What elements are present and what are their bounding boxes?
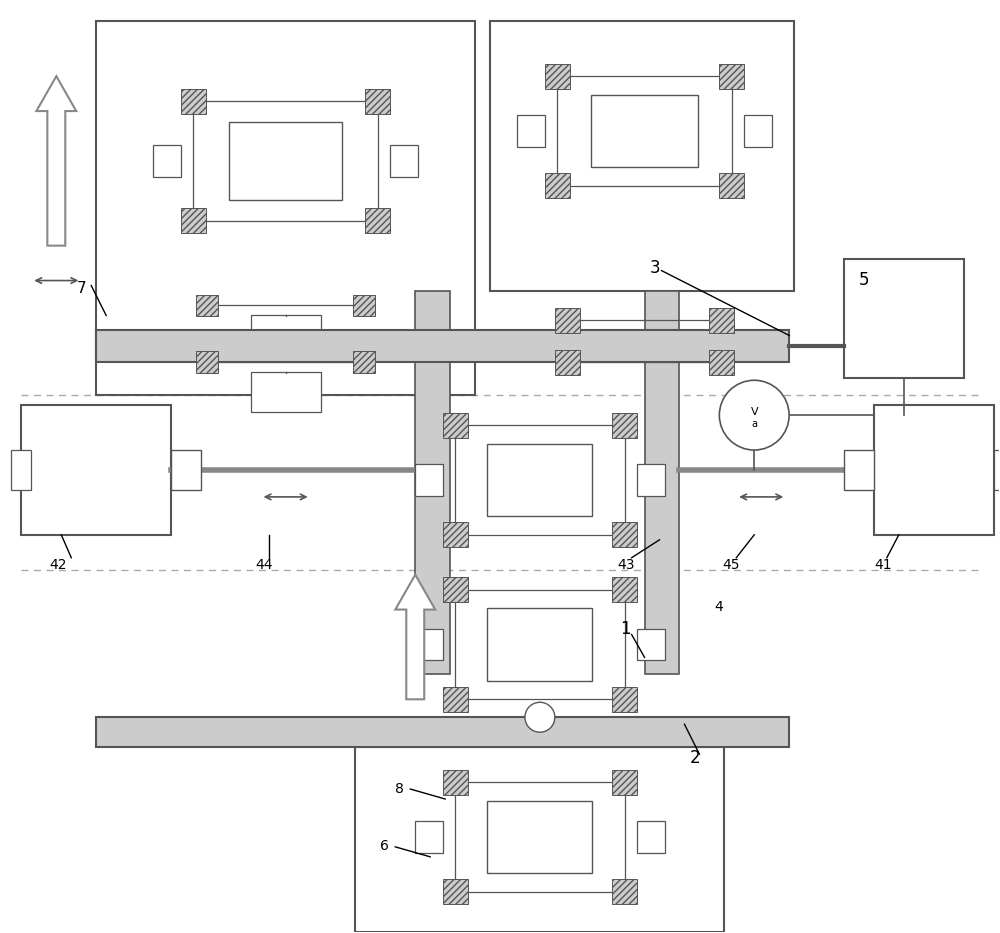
- Bar: [181, 208, 206, 233]
- Text: 4: 4: [714, 600, 723, 614]
- Bar: [555, 308, 580, 333]
- Text: V: V: [750, 407, 758, 417]
- Text: 2: 2: [689, 749, 700, 767]
- Bar: [229, 122, 342, 200]
- Bar: [517, 115, 545, 147]
- Text: 45: 45: [722, 558, 740, 572]
- Text: 7: 7: [76, 281, 86, 296]
- Bar: [365, 208, 390, 233]
- Bar: [171, 450, 201, 490]
- Bar: [390, 145, 418, 177]
- Bar: [251, 372, 321, 412]
- Bar: [443, 578, 468, 602]
- Bar: [719, 63, 744, 89]
- Bar: [21, 405, 171, 535]
- Bar: [415, 464, 443, 496]
- Bar: [612, 522, 637, 548]
- Bar: [353, 295, 375, 316]
- Bar: [487, 608, 592, 681]
- Bar: [181, 89, 206, 114]
- Bar: [196, 352, 218, 373]
- Circle shape: [719, 381, 789, 450]
- Bar: [96, 21, 475, 396]
- Text: 3: 3: [650, 258, 660, 276]
- Text: 44: 44: [256, 558, 273, 572]
- Text: 41: 41: [874, 558, 892, 572]
- Bar: [487, 801, 592, 873]
- Bar: [545, 174, 570, 199]
- Bar: [443, 770, 468, 795]
- Bar: [709, 350, 734, 375]
- Text: a: a: [751, 419, 757, 429]
- Bar: [545, 63, 570, 89]
- Bar: [443, 412, 468, 438]
- Bar: [415, 290, 450, 675]
- Text: 1: 1: [620, 620, 630, 637]
- Text: 43: 43: [618, 558, 635, 572]
- Bar: [612, 770, 637, 795]
- Bar: [744, 115, 772, 147]
- Bar: [415, 821, 443, 853]
- Polygon shape: [36, 77, 76, 245]
- Bar: [719, 174, 744, 199]
- Bar: [415, 629, 443, 661]
- Bar: [11, 450, 31, 490]
- Bar: [251, 315, 321, 355]
- Text: 42: 42: [49, 558, 67, 572]
- Bar: [443, 879, 468, 904]
- Bar: [365, 89, 390, 114]
- Bar: [994, 450, 1000, 490]
- Bar: [353, 352, 375, 373]
- Bar: [443, 522, 468, 548]
- Bar: [555, 350, 580, 375]
- Bar: [612, 578, 637, 602]
- Bar: [196, 295, 218, 316]
- Bar: [874, 405, 994, 535]
- Bar: [612, 687, 637, 712]
- Bar: [96, 717, 789, 747]
- Bar: [645, 290, 679, 675]
- Text: 5: 5: [859, 271, 869, 288]
- Bar: [612, 879, 637, 904]
- Bar: [443, 687, 468, 712]
- Polygon shape: [395, 575, 435, 700]
- Bar: [637, 629, 665, 661]
- Bar: [153, 145, 181, 177]
- Bar: [96, 330, 789, 362]
- Bar: [637, 464, 665, 496]
- Bar: [591, 94, 698, 167]
- Bar: [487, 443, 592, 516]
- Bar: [490, 21, 794, 290]
- Bar: [637, 821, 665, 853]
- Bar: [709, 308, 734, 333]
- Bar: [844, 450, 874, 490]
- Bar: [844, 258, 964, 378]
- Text: 8: 8: [395, 782, 404, 796]
- Bar: [355, 747, 724, 932]
- Bar: [612, 412, 637, 438]
- Text: 6: 6: [380, 839, 389, 853]
- Circle shape: [525, 703, 555, 732]
